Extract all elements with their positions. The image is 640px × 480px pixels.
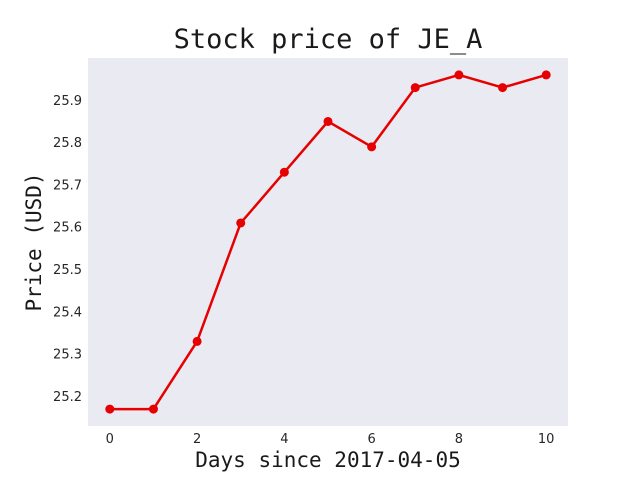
data-point — [279, 167, 289, 177]
x-tick-label: 8 — [455, 432, 463, 447]
x-axis-ticks: 0 2 4 6 8 10 — [106, 432, 555, 447]
y-axis-label: Price (USD) — [22, 172, 46, 311]
series-layer — [105, 70, 551, 414]
data-point — [498, 83, 508, 93]
y-tick-label: 25.8 — [53, 136, 82, 151]
data-point — [192, 336, 202, 346]
x-tick-label: 10 — [538, 432, 555, 447]
chart-title: Stock price of JE_A — [174, 24, 483, 55]
x-axis-label: Days since 2017-04-05 — [195, 448, 461, 472]
data-point — [105, 404, 115, 414]
plot-area — [88, 58, 568, 426]
data-point — [148, 404, 158, 414]
y-axis-ticks: 25.2 25.3 25.4 25.5 25.6 25.7 25.8 25.9 — [53, 94, 82, 405]
data-point — [454, 70, 464, 80]
y-tick-label: 25.5 — [53, 263, 82, 278]
y-tick-label: 25.7 — [53, 178, 82, 193]
x-tick-label: 4 — [280, 432, 288, 447]
data-point — [323, 116, 333, 126]
y-tick-label: 25.2 — [53, 390, 82, 405]
x-tick-label: 0 — [106, 432, 114, 447]
y-tick-label: 25.3 — [53, 348, 82, 363]
x-tick-label: 6 — [367, 432, 375, 447]
data-point — [367, 142, 377, 152]
x-tick-label: 2 — [193, 432, 201, 447]
data-point — [410, 83, 420, 93]
y-tick-label: 25.9 — [53, 94, 82, 109]
data-point — [541, 70, 551, 80]
y-tick-label: 25.4 — [53, 305, 82, 320]
data-point — [236, 218, 246, 228]
y-tick-label: 25.6 — [53, 221, 82, 236]
